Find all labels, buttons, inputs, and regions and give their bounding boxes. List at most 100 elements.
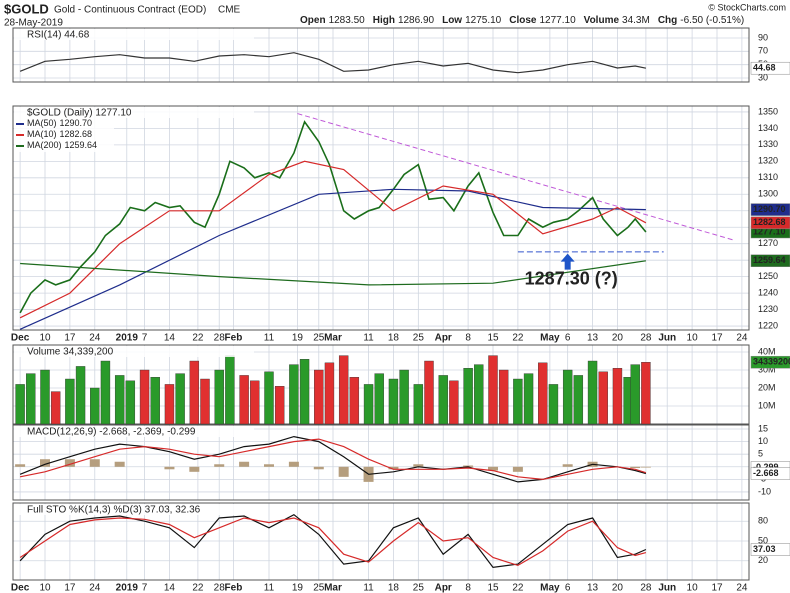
volume-bar xyxy=(50,391,61,425)
y-tick-label: -10 xyxy=(758,486,771,496)
title-bg xyxy=(14,107,254,118)
histogram-bar xyxy=(338,466,349,477)
volume-bar xyxy=(513,378,523,425)
x-tick-label: 24 xyxy=(89,333,101,344)
histogram-bar xyxy=(214,464,225,467)
volume-bar xyxy=(463,368,473,425)
y-tick-label: 40M xyxy=(758,346,776,356)
last-value-box xyxy=(750,216,790,230)
histogram-bar xyxy=(64,459,75,467)
volume-bar xyxy=(125,380,136,425)
x-tick-label: 24 xyxy=(736,583,748,593)
x-tick-label: 19 xyxy=(292,333,304,344)
volume-bar xyxy=(264,371,274,425)
quote-value: 34.3M xyxy=(622,15,650,26)
volume-bar xyxy=(200,378,210,425)
x-tick-label: May xyxy=(540,583,560,593)
last-value-box xyxy=(750,543,790,556)
symbol: $GOLD xyxy=(4,1,49,16)
x-tick-label: 13 xyxy=(587,333,599,344)
volume-bar xyxy=(474,364,484,425)
x-tick-label: 11 xyxy=(363,583,374,593)
x-tick-label: 11 xyxy=(363,333,374,344)
histogram-bar xyxy=(40,459,50,467)
volume-bar xyxy=(438,375,448,425)
x-tick-label: 28 xyxy=(214,583,226,593)
x-tick-label: 20 xyxy=(612,333,624,344)
legend-name: MA(200) xyxy=(27,140,62,150)
volume-bar xyxy=(488,355,498,425)
volume-bar xyxy=(363,384,374,425)
volume-bar xyxy=(40,369,50,425)
last-value-label: 34339200 xyxy=(753,357,790,367)
y-tick-label: 1220 xyxy=(758,320,778,330)
quote-label: High xyxy=(373,15,395,26)
histogram-bar xyxy=(189,466,200,472)
panel-title: RSI(14) 44.68 xyxy=(27,30,90,41)
last-value-box xyxy=(750,203,790,216)
x-tick-label: 15 xyxy=(487,583,499,593)
y-tick-label: 20M xyxy=(758,382,776,392)
x-tick-label: 25 xyxy=(413,583,425,593)
volume-bar xyxy=(562,369,573,425)
y-tick-label: 1310 xyxy=(758,172,778,182)
x-tick-label: 28 xyxy=(214,333,226,344)
y-tick-label: 30 xyxy=(758,72,768,82)
legend-name: MA(50) xyxy=(27,118,57,128)
x-tick-label: 19 xyxy=(292,583,304,593)
x-tick-label: 17 xyxy=(711,583,723,593)
volume-bar xyxy=(449,380,459,425)
histogram-bar xyxy=(15,464,26,467)
y-tick-label: 1350 xyxy=(758,106,778,116)
volume-bar xyxy=(587,360,598,425)
x-tick-label: 28 xyxy=(640,583,652,593)
y-tick-label: 1330 xyxy=(758,139,778,149)
title-bg xyxy=(14,504,254,515)
x-tick-label: Feb xyxy=(225,333,243,344)
panel-frame xyxy=(12,424,750,501)
x-tick-label: 17 xyxy=(64,333,76,344)
volume-bar xyxy=(26,373,36,425)
y-tick-label: 1300 xyxy=(758,189,778,199)
volume-bar xyxy=(598,371,608,425)
legend-value: 1282.68 xyxy=(60,129,93,139)
volume-bar xyxy=(548,384,559,425)
volume-bar xyxy=(424,360,434,425)
x-tick-label: Dec xyxy=(11,583,30,593)
volume-bar xyxy=(139,369,150,425)
y-tick-label: 10M xyxy=(758,400,776,410)
x-tick-label: 8 xyxy=(465,333,471,344)
x-tick-label: 25 xyxy=(313,583,325,593)
x-tick-label: 15 xyxy=(487,333,499,344)
legend-bg xyxy=(14,118,114,130)
x-tick-label: 11 xyxy=(264,583,275,593)
x-tick-label: 10 xyxy=(687,583,699,593)
last-value-label: 1277.10 xyxy=(753,226,786,236)
y-tick-label: 1230 xyxy=(758,304,778,314)
series-line xyxy=(19,517,647,567)
quote-label: Low xyxy=(442,15,462,26)
last-value-label: 1290.70 xyxy=(753,204,786,214)
x-tick-label: Feb xyxy=(225,583,243,593)
y-tick-label: 1240 xyxy=(758,287,778,297)
series-line xyxy=(20,260,646,286)
trendline xyxy=(297,113,735,241)
volume-bar xyxy=(15,384,25,425)
histogram-bar xyxy=(630,466,641,469)
histogram-bar xyxy=(239,461,250,467)
x-tick-label: 14 xyxy=(164,583,176,593)
x-tick-label: 10 xyxy=(39,333,51,344)
x-tick-label: 2019 xyxy=(116,333,139,344)
y-tick-label: 70 xyxy=(758,46,768,56)
y-tick-label: 50 xyxy=(758,535,768,545)
panel-title: Full STO %K(14,3) %D(3) 37.03, 32.36 xyxy=(27,505,201,516)
last-value-box xyxy=(750,355,790,369)
x-tick-label: 22 xyxy=(192,583,204,593)
quote-value: 1286.90 xyxy=(398,15,435,26)
volume-bar xyxy=(289,364,299,425)
series-line xyxy=(19,435,647,483)
y-tick-label: 15 xyxy=(758,423,768,433)
volume-bar xyxy=(225,355,235,425)
volume-bar xyxy=(349,377,360,425)
y-tick-label: 1250 xyxy=(758,271,778,281)
